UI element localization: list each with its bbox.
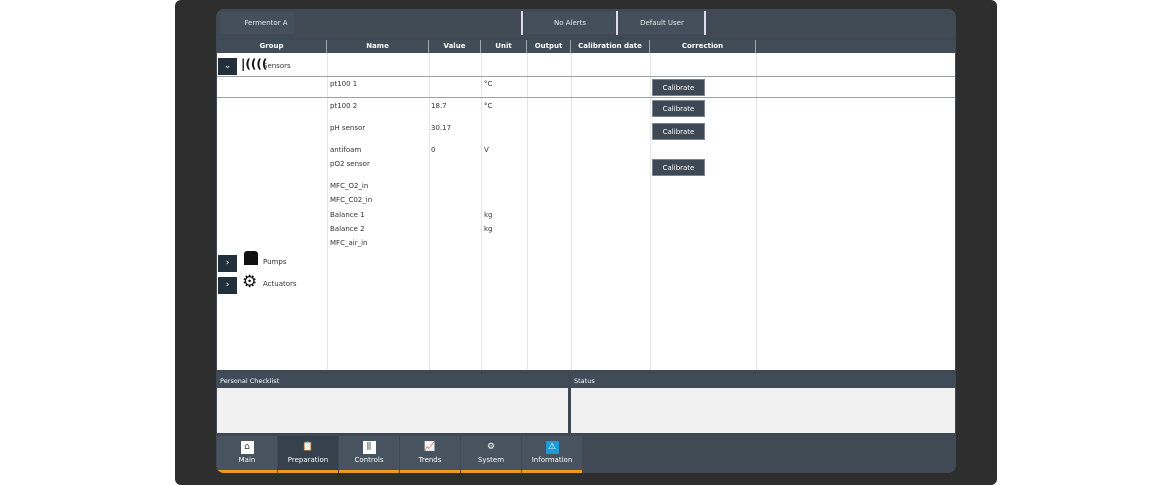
nav-system[interactable]: ⚙ System <box>461 436 521 473</box>
calibrate-button[interactable]: Calibrate <box>652 159 705 176</box>
group-actuators: Actuators <box>263 280 297 288</box>
sensor-waves-icon: |(((( <box>241 57 268 71</box>
table-header: Group Name Value Unit Output Calibration… <box>217 40 955 53</box>
screen: Fermentor A No Alerts Default User Group… <box>216 9 956 473</box>
table-row[interactable]: MFC_C02_in <box>330 196 373 204</box>
expand-pumps-button[interactable]: › <box>218 255 237 272</box>
group-pumps: Pumps <box>263 258 287 266</box>
status-header: Status <box>571 374 955 388</box>
pump-icon <box>244 251 258 265</box>
clipboard-icon: 📋 <box>302 442 314 452</box>
col-name[interactable]: Name <box>327 40 429 53</box>
system-gear-icon: ⚙ <box>486 442 496 452</box>
nav-controls[interactable]: ⫼ Controls <box>339 436 399 473</box>
nav-trends[interactable]: 📈 Trends <box>400 436 460 473</box>
fermentor-title[interactable]: Fermentor A <box>220 12 294 34</box>
nav-main[interactable]: ⌂ Main <box>217 436 277 473</box>
col-correction[interactable]: Correction <box>650 40 756 53</box>
nav-preparation[interactable]: 📋 Preparation <box>278 436 338 473</box>
chart-icon: 📈 <box>424 442 436 452</box>
expand-actuators-button[interactable]: › <box>218 277 237 294</box>
calibrate-button[interactable]: Calibrate <box>652 79 705 96</box>
warning-icon: ⚠ <box>545 441 559 454</box>
col-calibration-date[interactable]: Calibration date <box>571 40 650 53</box>
group-sensors: Sensors <box>263 62 291 70</box>
checklist-header: Personal Checklist <box>217 374 568 388</box>
gear-icon: ⚙ <box>242 272 258 292</box>
alerts-button[interactable]: No Alerts <box>525 12 615 34</box>
collapse-sensors-button[interactable]: ⌄ <box>218 58 237 75</box>
status-panel <box>571 388 955 433</box>
checklist-panel[interactable] <box>217 388 568 433</box>
user-button[interactable]: Default User <box>620 12 704 34</box>
sliders-icon: ⫼ <box>362 441 376 454</box>
sensor-table: ⌄ |(((( Sensors pt100 1 °C Calibrate pt1… <box>217 53 955 370</box>
table-row[interactable]: MFC_O2_in <box>330 182 369 190</box>
col-output[interactable]: Output <box>527 40 571 53</box>
col-unit[interactable]: Unit <box>481 40 527 53</box>
home-icon: ⌂ <box>240 441 254 454</box>
table-row[interactable]: MFC_air_in <box>330 239 368 247</box>
calibrate-button[interactable]: Calibrate <box>652 123 705 140</box>
col-group[interactable]: Group <box>217 40 327 53</box>
col-value[interactable]: Value <box>429 40 481 53</box>
bottom-nav: ⌂ Main 📋 Preparation ⫼ Controls 📈 Trends ⚙ Sy… <box>216 435 956 473</box>
nav-information[interactable]: ⚠ Information <box>522 436 582 473</box>
calibrate-button[interactable]: Calibrate <box>652 100 705 117</box>
top-bar: Fermentor A No Alerts Default User <box>216 9 956 38</box>
